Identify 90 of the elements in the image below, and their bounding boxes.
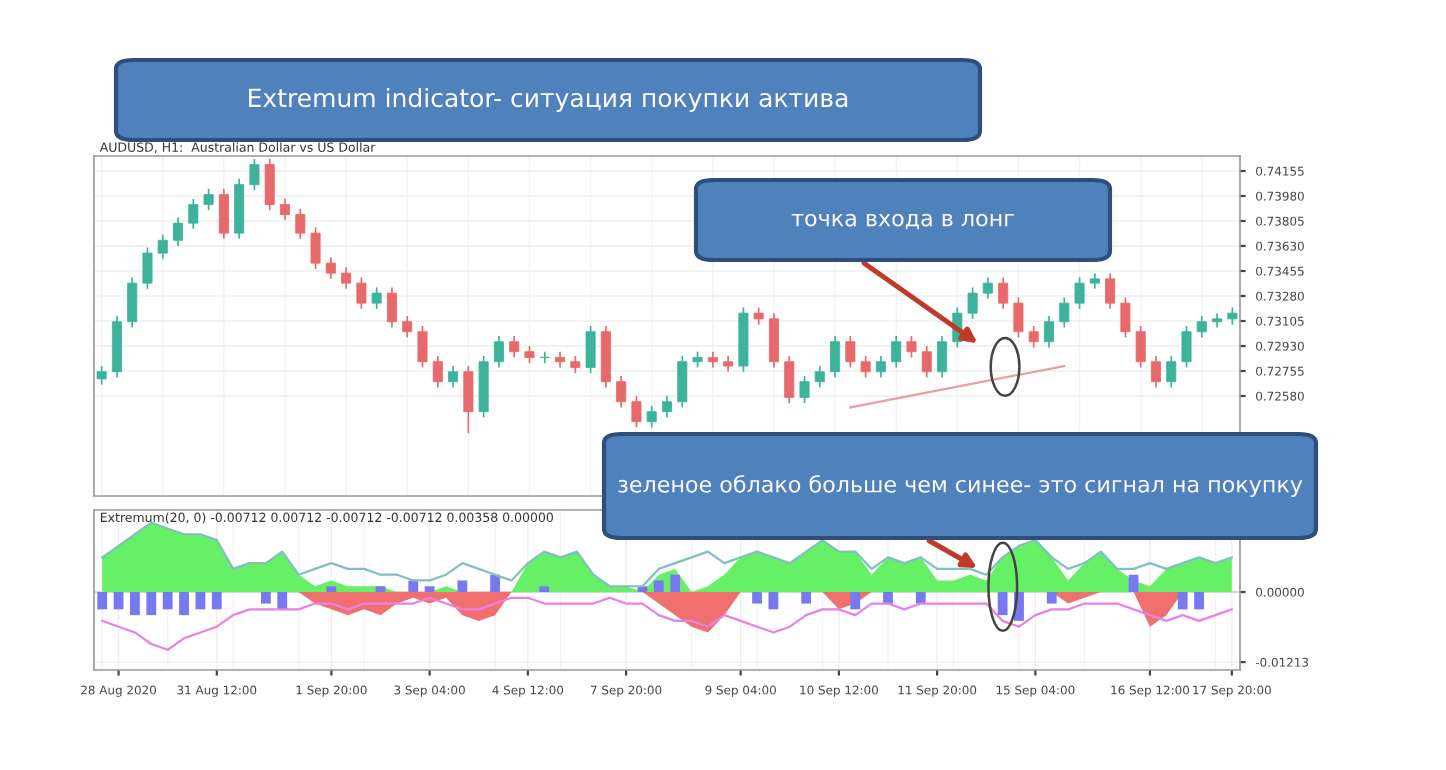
candlestick [677,355,688,409]
candlestick [1181,325,1192,369]
bar [277,592,288,610]
bar [326,586,337,593]
bar [113,592,124,610]
annotation: точка входа в лонг [791,213,1014,230]
candlestick [432,355,443,389]
bar [653,580,664,593]
candlestick [386,286,397,329]
candlestick [295,208,306,240]
candlestick [662,395,672,419]
bar [130,592,140,616]
bar [670,574,681,593]
candlestick [830,335,841,379]
candlestick [585,325,596,374]
candlestick [937,335,948,379]
candlestick [463,365,474,434]
candlestick [448,365,459,389]
candlestick [173,216,184,247]
bar [752,592,762,604]
bar [146,592,157,616]
bar [260,592,271,604]
candlestick [1028,325,1039,349]
bar [997,592,1008,616]
bar [97,592,108,610]
candlestick [264,158,275,212]
bar [424,586,435,593]
candlestick [814,365,825,389]
candlestick [249,158,260,192]
candlestick [203,188,214,212]
candlestick [967,286,978,320]
candlestick [616,375,627,409]
candlestick [891,335,902,369]
candlestick [921,345,932,379]
chart-title: Extremum indicator- ситуация покупки актива [249,87,848,113]
candlestick [1013,296,1024,339]
candlestick [417,325,428,369]
bar [768,592,779,610]
bar [1177,592,1188,610]
candlestick [875,355,886,379]
bar [801,592,812,604]
candlestick [906,335,917,359]
bar [211,592,222,610]
bar [1194,592,1204,610]
bar [162,592,173,610]
candlestick [539,350,550,364]
candlestick [1044,315,1054,349]
candlestick [631,395,642,429]
bar [1046,592,1057,604]
candlestick [1166,355,1177,389]
candlestick [1074,276,1085,310]
candlestick [142,246,153,290]
bar [850,592,861,610]
candlestick [799,375,810,404]
candlestick [218,188,229,240]
candlestick [845,335,856,369]
annotation: зеленое облако больше чем синее- это сигнал на покупку [618,475,1303,497]
candlestick [1150,355,1161,389]
bar [179,592,189,616]
candlestick [646,405,657,429]
candlestick [371,286,382,310]
bar [457,580,468,593]
bar [195,592,206,610]
candlestick [1196,315,1207,339]
bar [1128,574,1139,593]
candlestick [127,276,138,329]
candlestick [998,276,1009,310]
candlestick [96,365,107,386]
candlestick [310,226,321,270]
candlestick [188,198,199,230]
candlestick [356,276,367,310]
candlestick [493,335,504,369]
candlestick [280,198,290,222]
bar [539,586,550,593]
candlestick [768,312,779,369]
line-series [101,596,1233,651]
candlestick [325,256,336,280]
candlestick [402,315,413,339]
candlestick [982,276,993,300]
candlestick [1059,296,1070,329]
candlestick [1135,325,1146,369]
candlestick [157,233,168,260]
bar [490,574,501,593]
candlestick [784,355,795,404]
bar [375,586,386,593]
candlestick [341,266,352,290]
candlestick [509,335,520,359]
candlestick [860,355,871,379]
candlestick [1105,272,1116,310]
candlestick [1120,296,1131,339]
